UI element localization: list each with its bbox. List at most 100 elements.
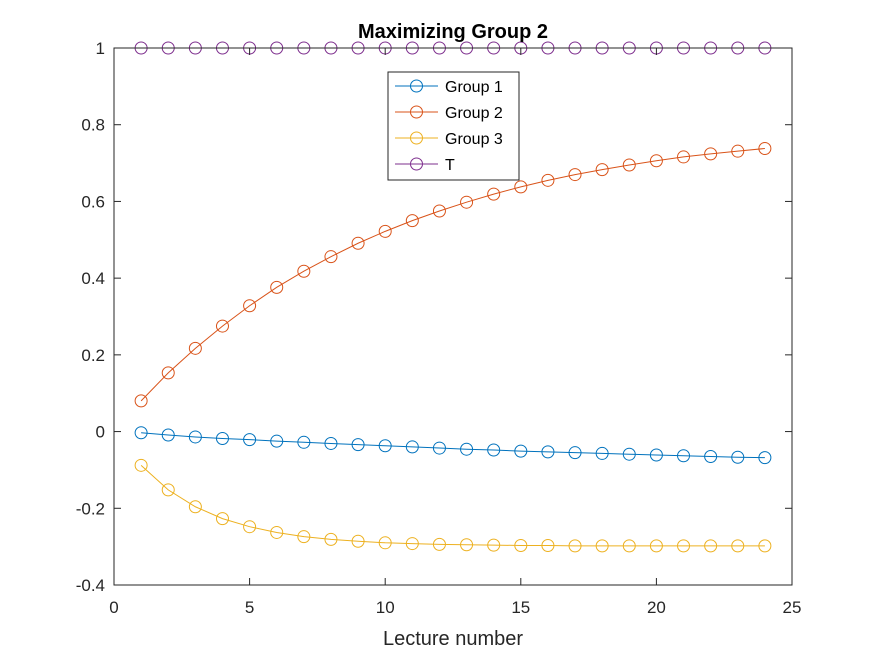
data-point [514, 538, 528, 552]
data-point [731, 450, 745, 464]
data-point [568, 168, 582, 182]
chart-title: Maximizing Group 2 [358, 21, 548, 43]
data-point [758, 141, 772, 155]
data-point [161, 483, 175, 497]
data-point [460, 195, 474, 209]
legend-marker [410, 105, 423, 119]
data-point [161, 428, 175, 442]
legend-marker [410, 157, 423, 171]
data-point [215, 431, 229, 445]
data-point [188, 430, 202, 444]
data-point [622, 158, 636, 172]
data-point [514, 180, 528, 194]
data-point [622, 539, 636, 553]
data-point [487, 187, 501, 201]
data-point [649, 154, 663, 168]
series-line [140, 464, 765, 547]
data-point [297, 435, 311, 449]
y-tick-label: 0 [96, 423, 105, 442]
data-point [758, 451, 772, 465]
data-point [731, 144, 745, 158]
y-tick-label: 0.6 [81, 192, 105, 211]
data-point [731, 539, 745, 553]
data-point [432, 204, 446, 218]
data-point [595, 446, 609, 460]
x-tick-label: 25 [783, 598, 802, 617]
legend-box [387, 71, 520, 181]
x-tick-label: 15 [511, 598, 530, 617]
data-point [324, 250, 338, 264]
data-point [215, 319, 229, 333]
data-point [704, 147, 718, 161]
legend-marker [410, 79, 423, 93]
data-point [215, 512, 229, 526]
data-point [297, 264, 311, 278]
data-point [704, 539, 718, 553]
data-point [188, 341, 202, 355]
data-point [378, 439, 392, 453]
y-tick-label: 0.4 [81, 269, 105, 288]
data-point [405, 440, 419, 454]
y-tick-label: -0.4 [76, 576, 105, 595]
data-point [351, 438, 365, 452]
data-point [324, 532, 338, 546]
data-point [351, 534, 365, 548]
data-point [270, 280, 284, 294]
data-point [188, 500, 202, 514]
data-point [677, 539, 691, 553]
data-point [514, 444, 528, 458]
data-point [541, 173, 555, 187]
data-point [649, 448, 663, 462]
data-point [270, 434, 284, 448]
data-point [324, 436, 338, 450]
data-point [378, 536, 392, 550]
data-point [243, 299, 257, 313]
data-point [677, 150, 691, 164]
data-point [134, 426, 148, 440]
axes-box [113, 47, 793, 586]
data-point [704, 450, 718, 464]
data-point [595, 163, 609, 177]
data-point [134, 458, 148, 472]
data-point [243, 433, 257, 447]
axes-layer: 0 5 10 15 20 25 -0.4 -0.2 0 0.2 0.4 0.6 0.8 1 [76, 39, 802, 617]
series-line [141, 432, 765, 459]
data-point [134, 394, 148, 408]
data-point [270, 525, 284, 539]
y-tick-label: 1 [96, 39, 105, 58]
y-tick-label: -0.2 [76, 499, 105, 518]
data-point [758, 539, 772, 553]
legend: Group 1 Group 2 Group 3 T [387, 71, 520, 181]
data-point [432, 441, 446, 455]
data-point [405, 214, 419, 228]
x-tick-label: 0 [109, 598, 118, 617]
data-point [405, 537, 419, 551]
data-point [460, 442, 474, 456]
data-point [677, 449, 691, 463]
x-axis-label: Lecture number [383, 628, 523, 650]
data-point [541, 538, 555, 552]
x-tick-label: 10 [376, 598, 395, 617]
data-point [541, 445, 555, 459]
data-point [568, 446, 582, 460]
y-tick-label: 0.8 [81, 116, 105, 135]
data-point [243, 520, 257, 534]
legend-label: Group 3 [445, 131, 503, 148]
data-point [568, 539, 582, 553]
data-point [161, 366, 175, 380]
data-point [351, 236, 365, 250]
data-point [487, 538, 501, 552]
y-tick-label: 0.2 [81, 346, 105, 365]
data-point [487, 443, 501, 457]
data-point [378, 224, 392, 238]
data-point [297, 530, 311, 544]
data-point [649, 539, 663, 553]
data-point [432, 537, 446, 551]
x-tick-label: 20 [647, 598, 666, 617]
data-point [595, 539, 609, 553]
x-tick-label: 5 [245, 598, 254, 617]
legend-marker [410, 131, 423, 145]
data-point [460, 538, 474, 552]
legend-label: T [445, 157, 455, 174]
